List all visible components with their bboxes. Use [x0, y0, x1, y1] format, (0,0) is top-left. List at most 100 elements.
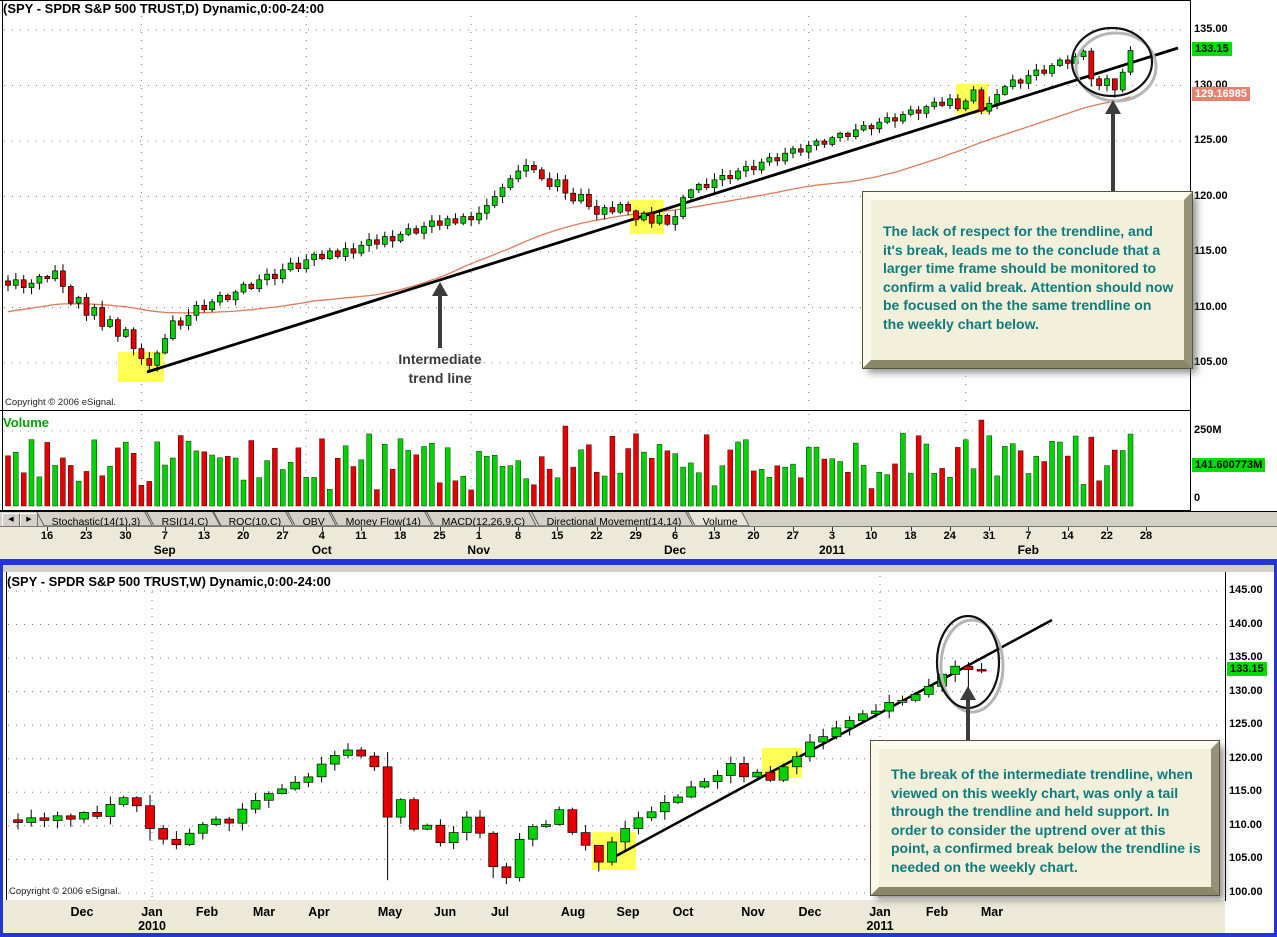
tab-volume[interactable]: Volume: [686, 512, 750, 528]
date-tick: [910, 527, 912, 531]
month-label: Sep: [616, 905, 640, 919]
daily-break-ellipse-shadow: [1074, 31, 1158, 103]
tab-roc-10-c[interactable]: ROC(10,C): [213, 512, 294, 528]
weekly-last-price-badge: 133.15: [1227, 662, 1267, 676]
date-tick-label: 16: [40, 530, 54, 542]
annotation-note-weekly[interactable]: The break of the intermediate trendline,…: [870, 740, 1220, 896]
date-tick: [478, 527, 480, 531]
date-tick: [47, 527, 48, 531]
date-tick-label: 29: [629, 530, 642, 542]
date-tick-label: 24: [943, 530, 956, 542]
volume-axis-top-label: 250M: [1194, 424, 1222, 436]
volume-bars: [5, 419, 1134, 507]
date-tick: [871, 527, 873, 531]
date-tick: [125, 527, 127, 531]
date-tick: [518, 527, 519, 531]
date-tick: [832, 527, 833, 531]
price-tick-label: 125.00: [1229, 718, 1263, 731]
date-tick: [635, 527, 637, 531]
date-tick: [164, 527, 166, 531]
price-tick-label: 135.00: [1229, 651, 1263, 664]
price-tick-label: 130.00: [1229, 684, 1263, 697]
date-tick-label: 11: [355, 530, 367, 542]
date-tick: [792, 527, 794, 531]
date-tick-label: 23: [80, 530, 93, 542]
price-tick-label: 105.00: [1229, 852, 1263, 865]
date-tick-label: 6: [671, 530, 679, 542]
daily-chart-title: (SPY - SPDR S&P 500 TRUST,D) Dynamic,0:0…: [3, 1, 325, 16]
indicator-tab-bar: ◀ ▶ Stochastic(14(1),3) RSI(14,C) ROC(10,C…: [0, 511, 1277, 528]
indicator-tabs: Stochastic(14(1),3) RSI(14,C) ROC(10,C) OBV…: [36, 512, 750, 528]
volume-current-badge: 141.600773M: [1192, 458, 1266, 472]
date-tick-label: 25: [433, 530, 446, 542]
date-tick: [361, 527, 362, 531]
date-tick-label: 13: [197, 530, 211, 542]
date-tick-label: 22: [590, 530, 603, 542]
daily-plot-left-border: [2, 0, 3, 526]
price-tick-label: 100.00: [1229, 885, 1263, 898]
date-tick-label: 18: [394, 530, 407, 542]
date-tick: [1146, 527, 1147, 531]
date-tick-label: 20: [237, 530, 250, 542]
daily-plot-top-border: [0, 0, 1190, 1]
date-tick: [714, 527, 716, 531]
volume-pane-label: Volume: [3, 415, 49, 430]
tab-money-flow-14[interactable]: Money Flow(14): [330, 512, 434, 528]
daily-candles: [5, 46, 1134, 372]
tab-stochastic-14-1-3[interactable]: Stochastic(14(1),3): [36, 512, 153, 528]
daily-date-axis[interactable]: 16 23 30 7 13 20 27 4 11 18 25 1 8 15 22 29 6 13 20 27 3 10 18…: [0, 526, 1277, 559]
month-label: Jan: [869, 905, 891, 919]
date-tick: [675, 527, 676, 531]
tab-obv[interactable]: OBV: [287, 512, 337, 528]
month-label: Oct: [672, 905, 694, 919]
month-label: Mar: [980, 905, 1004, 919]
trendline-label-line2: trend line: [408, 369, 472, 386]
date-tick: [1067, 527, 1069, 531]
price-tick-label: 135.00: [1194, 23, 1228, 35]
month-label: May: [377, 905, 403, 919]
month-label: Jun: [433, 905, 457, 919]
month-label: Mar: [252, 905, 276, 919]
date-tick: [282, 527, 284, 531]
year-label: 2010: [138, 919, 166, 933]
month-label: Feb: [1017, 543, 1039, 557]
tab-directional-movement-14-14[interactable]: Directional Movement(14,14): [531, 512, 694, 528]
price-tick-label: 105.00: [1194, 356, 1228, 368]
weekly-date-axis[interactable]: Dec Jan 2010 Feb Mar Apr May Jun Jul Aug Sep Oct Nov…: [3, 900, 1225, 933]
date-tick: [86, 527, 88, 531]
date-tick-label: 30: [119, 530, 132, 542]
weekly-break-ellipse-shadow: [939, 618, 1005, 714]
date-tick-label: 15: [551, 530, 564, 542]
daily-last-price-badge: 133.15: [1192, 42, 1232, 56]
month-label: Oct: [311, 543, 332, 557]
date-tick-label: 27: [786, 530, 799, 542]
price-tick-label: 115.00: [1229, 785, 1263, 798]
price-tick-label: 145.00: [1229, 584, 1263, 596]
month-label: Dec: [798, 905, 822, 919]
price-tick-label: 115.00: [1194, 245, 1228, 257]
price-tick-label: 125.00: [1194, 134, 1228, 146]
month-label: Nov: [741, 905, 765, 919]
weekly-axis-separator: [1225, 572, 1226, 901]
volume-bottom-border: [0, 510, 1190, 511]
date-tick: [400, 527, 402, 531]
date-tick: [753, 527, 755, 531]
date-tick-label: 7: [1025, 530, 1032, 542]
date-tick: [439, 527, 441, 531]
month-label: Dec: [663, 543, 687, 557]
tab-macd-12-26-9-c[interactable]: MACD(12,26,9,C): [426, 512, 538, 528]
annotation-note-weekly-text: The break of the intermediate trendline,…: [891, 766, 1201, 876]
date-tick-label: 31: [982, 530, 996, 542]
date-tick-label: 3: [828, 530, 836, 542]
tab-rsi-14-c[interactable]: RSI(14,C): [145, 512, 221, 528]
date-tick-label: 14: [1061, 530, 1074, 542]
date-tick: [557, 527, 559, 531]
annotation-note-daily[interactable]: The lack of respect for the trendline, a…: [862, 191, 1193, 369]
year-label: 2011: [866, 919, 894, 933]
price-tick-label: 140.00: [1229, 617, 1263, 630]
daily-copyright: Copyright © 2006 eSignal.: [5, 397, 117, 408]
month-label: Dec: [70, 905, 94, 919]
weekly-candles: [13, 660, 987, 885]
